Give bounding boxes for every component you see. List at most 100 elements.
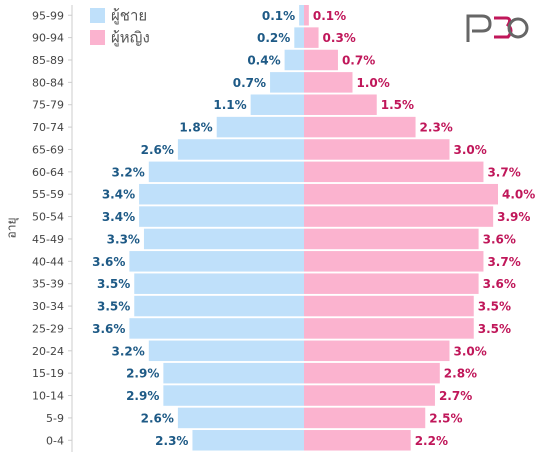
- legend-label: ผู้หญิง: [111, 29, 150, 47]
- bar: [163, 385, 304, 406]
- value-label: 3.0%: [454, 143, 487, 157]
- category-label: 15-19: [32, 367, 64, 380]
- bar: [304, 116, 416, 138]
- value-label: 3.2%: [112, 344, 145, 358]
- bar: [134, 295, 304, 317]
- value-label: 3.6%: [483, 277, 516, 291]
- bar: [134, 273, 304, 294]
- bar: [139, 206, 304, 227]
- legend-swatch: [90, 8, 105, 23]
- category-label: 50-54: [32, 211, 64, 224]
- value-label: 3.7%: [487, 255, 520, 269]
- bar: [304, 228, 479, 250]
- value-label: 0.1%: [262, 9, 295, 23]
- category-label: 85-89: [32, 54, 64, 67]
- category-label: 95-99: [32, 9, 64, 22]
- bar: [304, 206, 494, 227]
- value-label: 3.5%: [478, 322, 511, 336]
- bar: [148, 161, 304, 183]
- category-label: 75-79: [32, 99, 64, 112]
- bar: [177, 139, 304, 160]
- value-label: 3.4%: [102, 210, 135, 224]
- category-label: 60-64: [32, 166, 64, 179]
- value-label: 2.9%: [126, 389, 159, 403]
- bar: [304, 340, 450, 362]
- bar: [270, 72, 304, 93]
- value-label: 0.7%: [233, 76, 266, 90]
- bar: [304, 362, 440, 384]
- bar: [143, 228, 304, 250]
- bar: [304, 251, 484, 272]
- bar: [177, 407, 304, 429]
- value-label: 0.1%: [313, 9, 346, 23]
- value-label: 2.9%: [126, 367, 159, 381]
- value-label: 2.7%: [439, 389, 472, 403]
- bar: [299, 5, 304, 26]
- value-label: 3.3%: [107, 232, 140, 246]
- value-label: 1.0%: [357, 76, 390, 90]
- bar: [216, 116, 304, 138]
- category-label: 30-34: [32, 300, 64, 313]
- bar: [250, 94, 304, 115]
- category-label: 25-29: [32, 322, 64, 335]
- logo: [462, 10, 529, 48]
- value-label: 2.5%: [429, 411, 462, 425]
- category-label: 65-69: [32, 143, 64, 156]
- value-label: 4.0%: [502, 188, 535, 202]
- bar: [129, 318, 304, 339]
- value-label: 2.2%: [415, 434, 448, 448]
- value-label: 3.7%: [487, 165, 520, 179]
- value-label: 0.7%: [342, 53, 375, 67]
- category-label: 70-74: [32, 121, 64, 134]
- category-label: 20-24: [32, 345, 64, 358]
- value-label: 2.8%: [444, 367, 477, 381]
- value-label: 0.3%: [323, 31, 356, 45]
- value-label: 3.2%: [112, 165, 145, 179]
- bar: [129, 251, 304, 272]
- bar: [284, 49, 304, 71]
- value-label: 0.2%: [257, 31, 290, 45]
- value-label: 3.0%: [454, 344, 487, 358]
- value-label: 1.1%: [213, 98, 246, 112]
- bar: [294, 27, 304, 48]
- bar: [192, 430, 304, 451]
- y-axis-label: อายุ: [5, 218, 20, 239]
- value-label: 3.4%: [102, 188, 135, 202]
- bar: [304, 183, 498, 205]
- bar: [163, 362, 304, 384]
- value-label: 3.5%: [97, 277, 130, 291]
- category-label: 10-14: [32, 390, 64, 403]
- category-label: 55-59: [32, 188, 64, 201]
- bar: [304, 139, 450, 160]
- bar: [139, 183, 304, 205]
- bar: [304, 5, 309, 26]
- value-label: 0.4%: [247, 53, 280, 67]
- bar: [304, 49, 338, 71]
- value-label: 2.3%: [155, 434, 188, 448]
- value-label: 1.5%: [381, 98, 414, 112]
- bar: [304, 72, 353, 93]
- legend-swatch: [90, 30, 105, 45]
- value-label: 3.6%: [483, 232, 516, 246]
- value-label: 3.5%: [97, 300, 130, 314]
- bar: [304, 385, 435, 406]
- category-label: 35-39: [32, 278, 64, 291]
- bar: [304, 161, 484, 183]
- bar: [304, 430, 411, 451]
- category-label: 80-84: [32, 76, 64, 89]
- bar: [148, 340, 304, 362]
- bar: [304, 27, 319, 48]
- category-label: 0-4: [46, 434, 64, 447]
- category-label: 90-94: [32, 32, 64, 45]
- value-label: 2.6%: [141, 143, 174, 157]
- bar: [304, 273, 479, 294]
- value-label: 2.3%: [420, 121, 453, 135]
- category-label: 40-44: [32, 255, 64, 268]
- value-label: 3.6%: [92, 322, 125, 336]
- bar: [304, 407, 426, 429]
- value-label: 3.9%: [497, 210, 530, 224]
- bar: [304, 295, 474, 317]
- category-label: 45-49: [32, 233, 64, 246]
- value-label: 1.8%: [179, 121, 212, 135]
- value-label: 3.6%: [92, 255, 125, 269]
